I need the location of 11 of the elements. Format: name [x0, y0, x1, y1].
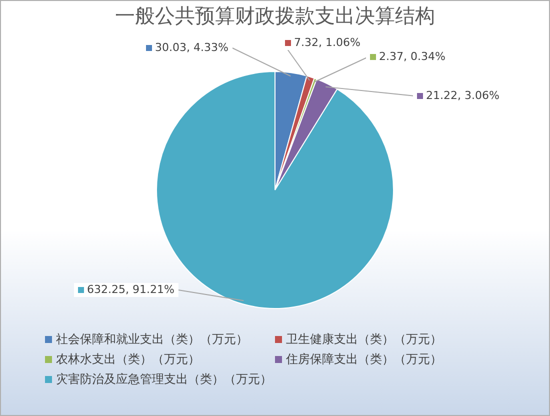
- chart-title: 一般公共预算财政拨款支出决算结构: [115, 5, 435, 28]
- legend-label: 社会保障和就业支出（类）（万元）: [56, 331, 248, 348]
- data-label: 632.25, 91.21%: [87, 282, 174, 296]
- data-label: 2.37, 0.34%: [379, 50, 446, 63]
- legend-label: 农林水支出（类）（万元）: [56, 351, 200, 368]
- legend-label: 住房保障支出（类）（万元）: [286, 351, 442, 368]
- legend-label: 卫生健康支出（类）（万元）: [286, 331, 442, 348]
- data-label: 21.22, 3.06%: [426, 88, 500, 102]
- data-label: 30.03, 4.33%: [155, 40, 228, 54]
- data-label: 7.32, 1.06%: [294, 36, 360, 49]
- legend-label: 灾害防治及应急管理支出（类）（万元）: [56, 371, 272, 388]
